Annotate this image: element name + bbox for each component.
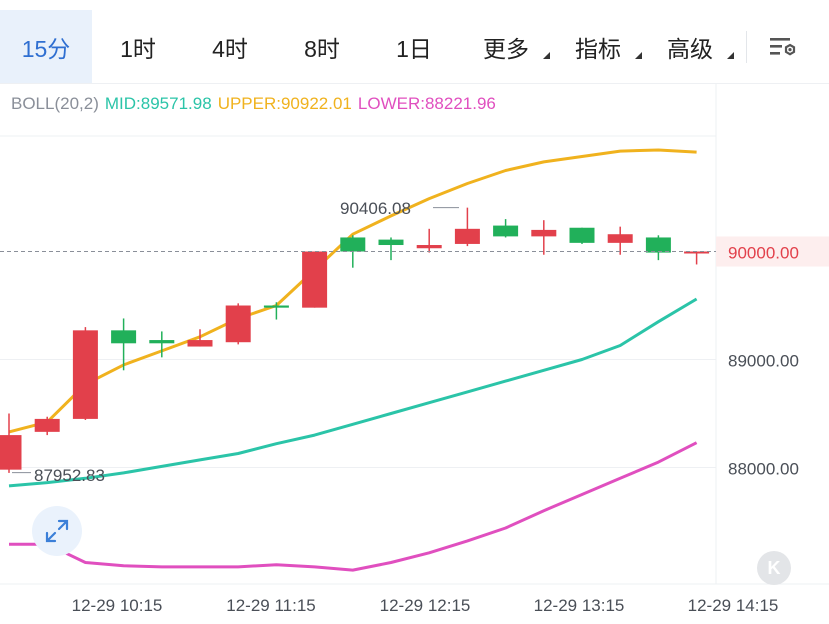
candle-body-4 [149,340,175,344]
expand-button[interactable] [32,506,82,556]
boll-mid: MID:89571.98 [104,94,212,113]
time-tick-label-2: 12-29 12:15 [380,596,471,615]
candle-body-10 [378,239,404,246]
candle-body-16 [607,234,633,243]
dropdown-triangle-icon [727,52,734,59]
tab-6[interactable]: 指标 [552,10,644,83]
tabs-divider [746,30,747,63]
candle-body-18 [684,251,710,254]
tab-label: 1日 [396,35,432,62]
time-tick-label-3: 12-29 13:15 [534,596,625,615]
low-annotation: 87952.83 [34,466,105,485]
candle-body-13 [493,225,519,237]
expand-arrows-icon [45,519,69,543]
tab-1[interactable]: 1时 [92,10,184,83]
tab-label: 指标 [575,35,621,62]
tab-label: 8时 [304,35,340,62]
tab-label: 1时 [120,35,156,62]
band-upper [8,148,697,434]
candle-body-6 [225,305,251,343]
candle-body-5 [187,340,213,347]
tab-7[interactable]: 高级 [644,10,736,83]
time-tick-label-4: 12-29 14:15 [688,596,779,615]
tab-label: 15分 [21,35,71,62]
kline-k-icon: K [767,557,781,578]
current-price-label-bg [716,236,829,267]
tab-2[interactable]: 4时 [184,10,276,83]
tab-label: 更多 [483,35,529,62]
boll-name: BOLL(20,2) [11,94,99,113]
candle-body-2 [72,330,98,419]
kline-k-button[interactable]: K [757,551,791,585]
price-tick-label-1: 89000.00 [728,352,799,371]
candle-body-17 [645,237,671,253]
chart-settings-icon [770,37,796,55]
time-tick-label-0: 12-29 10:15 [72,596,163,615]
boll-legend: BOLL(20,2) MID:89571.98 UPPER:90922.01 LOWE… [11,94,502,114]
chart-settings-button[interactable] [761,25,805,69]
tab-0[interactable]: 15分 [0,10,92,83]
candle-body-1 [34,418,60,432]
candle-body-9 [340,237,366,252]
tab-label: 高级 [667,35,713,62]
candle-body-7 [263,305,289,308]
tab-3[interactable]: 8时 [276,10,368,83]
high-annotation: 90406.08 [340,199,411,218]
tab-4[interactable]: 1日 [368,10,460,83]
candle-body-11 [416,245,442,249]
boll-upper: UPPER:90922.01 [217,94,352,113]
time-tick-label-1: 12-29 11:15 [226,596,315,615]
tab-5[interactable]: 更多 [460,10,552,83]
candle-body-0 [0,435,22,470]
price-tick-label-0: 88000.00 [728,460,799,479]
band-lower [9,441,698,572]
dropdown-triangle-icon [635,52,642,59]
candle-body-12 [454,228,480,244]
candle-body-3 [111,330,137,344]
candle-body-14 [531,229,557,237]
tab-label: 4时 [212,35,248,62]
candle-body-8 [302,251,328,308]
current-price-label: 90000.00 [728,244,799,263]
timeframe-tabs: 15分 1时 4时 8时 1日 更多 指标 高级 [0,10,829,84]
boll-lower: LOWER:88221.96 [357,94,496,113]
dropdown-triangle-icon [543,52,550,59]
candle-body-15 [569,227,595,243]
band-mid [8,297,698,488]
